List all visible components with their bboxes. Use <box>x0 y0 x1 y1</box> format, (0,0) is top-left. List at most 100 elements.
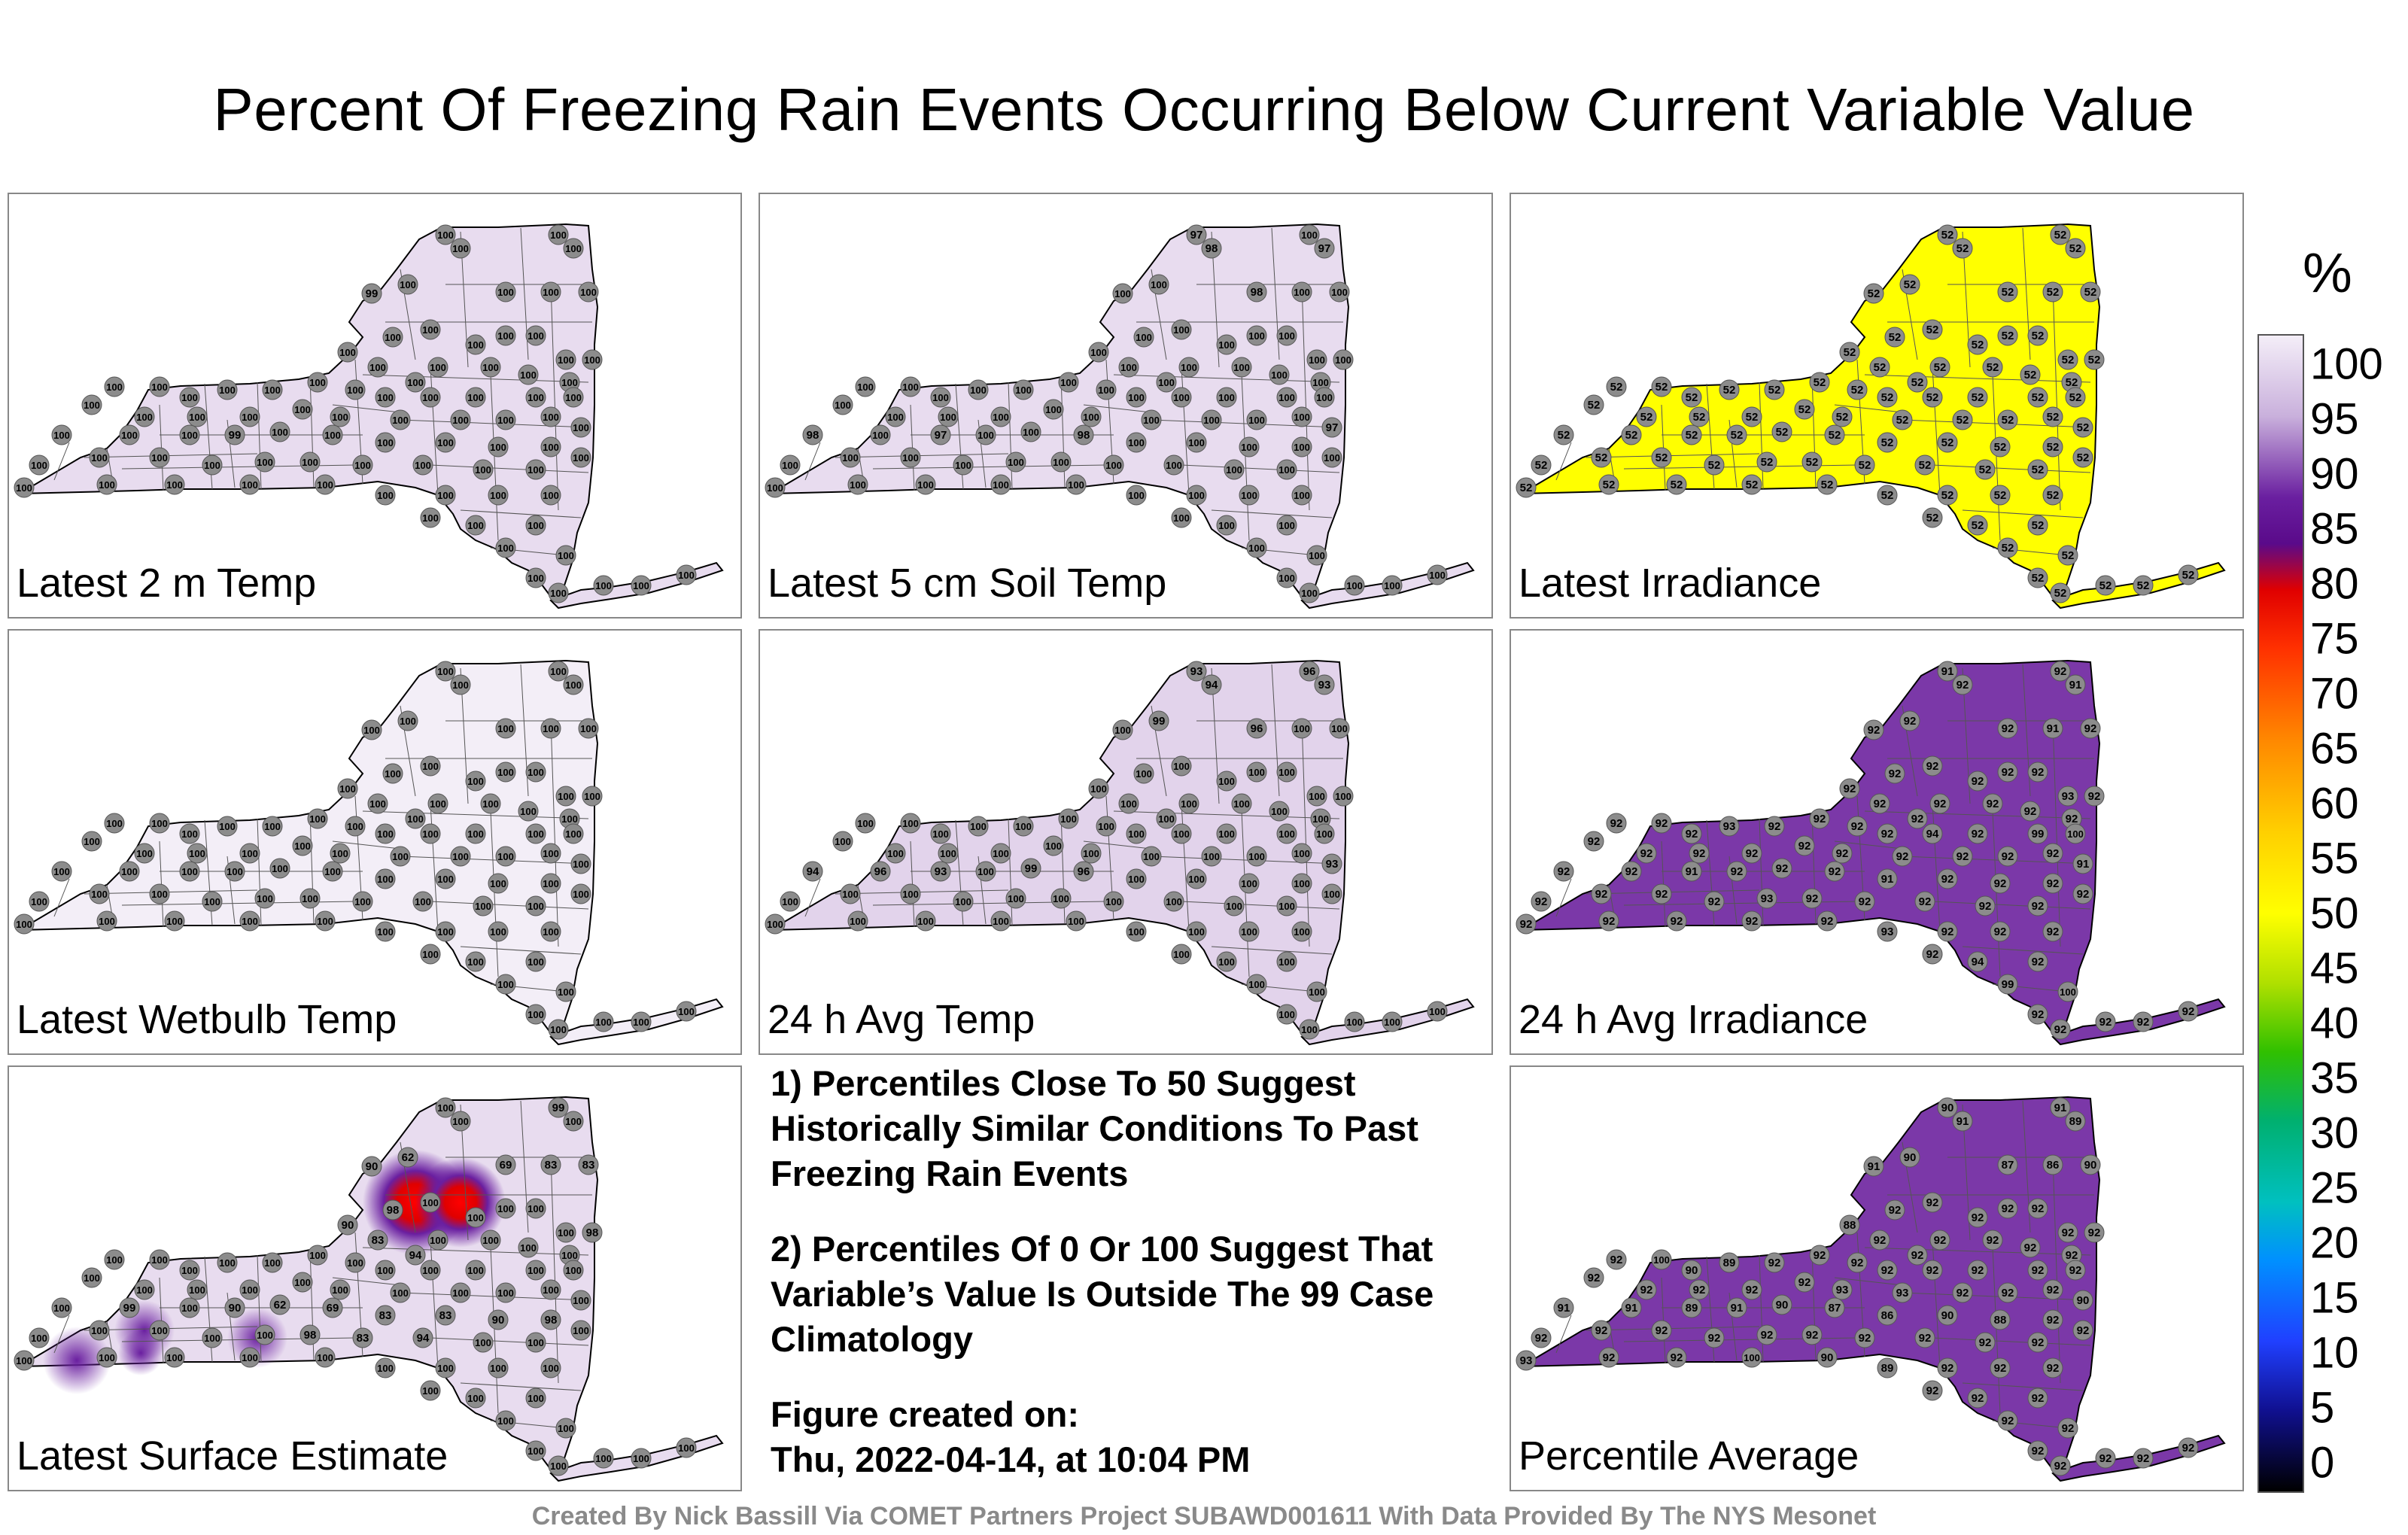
station-marker: 52 <box>1922 319 1943 340</box>
station-value: 52 <box>1972 391 1984 404</box>
station-value: 100 <box>437 1363 454 1374</box>
station-marker: 52 <box>1929 357 1950 378</box>
station-marker: 52 <box>2178 564 2199 585</box>
station-marker: 100 <box>81 394 102 415</box>
station-marker: 100 <box>518 364 539 385</box>
station-marker: 92 <box>1651 883 1672 904</box>
station-marker: 100 <box>1291 485 1312 506</box>
county-line <box>1181 464 1340 473</box>
station-value: 90 <box>2077 1294 2090 1307</box>
station-marker: 100 <box>1246 537 1267 558</box>
station-value: 100 <box>294 1277 311 1288</box>
station-value: 100 <box>422 949 439 960</box>
station-marker: 98 <box>299 1324 321 1345</box>
station-value: 52 <box>1671 479 1683 491</box>
station-value: 94 <box>1926 828 1939 840</box>
station-value: 92 <box>1972 1264 1984 1277</box>
station-marker: 100 <box>525 567 546 588</box>
station-value: 100 <box>497 979 514 990</box>
station-marker: 100 <box>390 1282 411 1303</box>
station-value: 100 <box>528 1393 544 1404</box>
station-value: 52 <box>1926 324 1939 336</box>
station-value: 100 <box>1114 288 1131 299</box>
station-marker: 100 <box>480 357 501 378</box>
station-value: 92 <box>2032 1392 2045 1405</box>
station-value: 92 <box>1868 724 1880 737</box>
station-value: 100 <box>993 479 1009 491</box>
station-value: 100 <box>166 1352 183 1363</box>
station-value: 100 <box>264 385 281 396</box>
station-value: 92 <box>1671 1351 1683 1364</box>
station-value: 92 <box>1889 768 1902 780</box>
station-value: 92 <box>2047 877 2060 890</box>
station-marker: 100 <box>570 447 591 468</box>
station-value: 100 <box>189 1284 205 1296</box>
station-marker: 100 <box>495 537 516 558</box>
station-value: 92 <box>1655 1324 1668 1337</box>
station-value: 100 <box>1278 392 1295 403</box>
county-line <box>1864 1247 2091 1256</box>
station-marker: 100 <box>1148 274 1169 295</box>
station-marker: 100 <box>1126 485 1147 506</box>
station-value: 100 <box>467 828 484 840</box>
station-value: 100 <box>467 339 484 351</box>
station-value: 86 <box>1881 1309 1894 1322</box>
station-value: 100 <box>91 1325 108 1336</box>
station-marker: 52 <box>2095 575 2116 596</box>
station-marker: 100 <box>89 447 110 468</box>
station-marker: 100 <box>563 674 584 695</box>
station-marker: 100 <box>885 843 906 864</box>
station-marker: 92 <box>1636 843 1657 864</box>
county-line <box>1301 720 1310 947</box>
station-value: 92 <box>1956 679 1969 692</box>
county-line <box>1992 1247 2001 1414</box>
station-value: 100 <box>550 666 567 677</box>
station-value: 92 <box>2137 1016 2150 1029</box>
station-marker: 100 <box>1321 883 1342 904</box>
station-marker: 100 <box>1013 379 1034 400</box>
station-value: 92 <box>1814 813 1826 825</box>
station-value: 92 <box>1941 1362 1954 1375</box>
station-value: 100 <box>543 723 559 734</box>
credit-line: Created By Nick Bassill Via COMET Partne… <box>531 1502 1877 1530</box>
station-value: 92 <box>1610 817 1623 830</box>
station-marker: 100 <box>1133 327 1154 348</box>
station-value: 100 <box>1128 490 1145 501</box>
station-marker: 100 <box>1096 379 1117 400</box>
station-value: 52 <box>2062 354 2075 366</box>
station-value: 100 <box>257 1330 273 1341</box>
county-line <box>1241 374 1250 541</box>
station-marker: 100 <box>1246 846 1267 867</box>
station-marker: 52 <box>1681 424 1702 445</box>
station-marker: 100 <box>1118 793 1139 814</box>
station-marker: 94 <box>405 1245 426 1266</box>
station-value: 91 <box>2054 1102 2067 1114</box>
station-value: 52 <box>1814 376 1826 389</box>
station-value: 92 <box>1806 892 1819 905</box>
colorbar-tick-label: 40 <box>2310 999 2359 1048</box>
station-value: 92 <box>1829 865 1841 878</box>
station-value: 100 <box>377 437 394 448</box>
station-marker: 100 <box>1333 349 1354 370</box>
station-marker: 100 <box>420 387 441 408</box>
station-marker: 100 <box>375 1357 396 1378</box>
station-marker: 52 <box>1621 424 1642 445</box>
station-value: 92 <box>2088 790 2101 803</box>
station-value: 100 <box>528 1203 544 1214</box>
station-value: 52 <box>1874 361 1887 374</box>
station-marker: 52 <box>2080 281 2101 302</box>
station-value: 94 <box>1972 956 1984 968</box>
station-marker: 52 <box>1704 454 1725 476</box>
station-value: 83 <box>439 1309 452 1322</box>
station-value: 92 <box>1934 1234 1947 1247</box>
figure-created-date: Thu, 2022-04-14, at 10:04 PM <box>771 1439 1251 1479</box>
station-marker: 92 <box>1756 1324 1777 1345</box>
county-line <box>835 889 1009 895</box>
station-value: 100 <box>106 381 123 393</box>
station-value: 92 <box>2047 847 2060 860</box>
station-marker: 52 <box>1794 399 1815 420</box>
station-marker: 100 <box>149 1320 170 1341</box>
station-marker: 100 <box>780 454 801 476</box>
station-value: 92 <box>1693 847 1706 860</box>
